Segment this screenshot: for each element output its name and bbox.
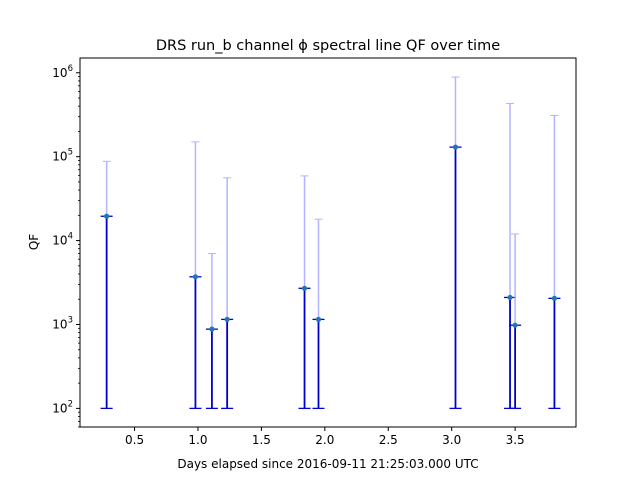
data-point <box>301 285 308 291</box>
data-point <box>507 294 513 301</box>
y-tick-label: 104 <box>52 232 73 248</box>
y-tick-label: 102 <box>52 399 73 415</box>
y-axis-label: QF <box>27 234 41 250</box>
y-tick-exponent: 6 <box>68 64 73 74</box>
x-tick-label: 2.0 <box>315 433 334 447</box>
data-point <box>551 295 558 301</box>
x-tick-label: 0.5 <box>125 433 144 447</box>
data-point <box>224 316 230 322</box>
data-points <box>104 144 558 332</box>
y-tick-base: 10 <box>52 401 67 415</box>
y-tick-exponent: 5 <box>68 148 73 158</box>
x-axis: 0.5 1.0 1.5 2.0 2.5 3.0 3.5 <box>125 427 525 447</box>
data-point <box>452 144 459 150</box>
y-tick-exponent: 3 <box>68 315 73 325</box>
x-tick-label: 1.5 <box>252 433 271 447</box>
x-axis-label: Days elapsed since 2016-09-11 21:25:03.0… <box>177 457 478 471</box>
chart-title: DRS run_b channel ϕ spectral line QF ove… <box>156 38 500 54</box>
x-tick-label: 1.0 <box>188 433 207 447</box>
y-tick-base: 10 <box>52 234 67 248</box>
data-point <box>192 274 199 280</box>
y-tick-base: 10 <box>52 317 67 331</box>
y-tick-exponent: 2 <box>68 399 73 409</box>
y-tick-base: 10 <box>52 66 67 80</box>
data-point <box>104 213 110 219</box>
y-tick-base: 10 <box>52 150 67 164</box>
data-point <box>209 326 215 332</box>
error-bars <box>100 76 561 410</box>
y-tick-label: 106 <box>52 64 73 80</box>
data-point <box>512 322 518 328</box>
x-tick-label: 3.0 <box>442 433 461 447</box>
y-tick-label: 103 <box>52 315 73 331</box>
y-tick-label: 105 <box>52 148 73 164</box>
data-point <box>315 316 322 322</box>
x-tick-label: 3.5 <box>506 433 525 447</box>
y-tick-exponent: 4 <box>68 232 73 242</box>
x-tick-label: 2.5 <box>379 433 398 447</box>
plot-area <box>79 57 577 428</box>
